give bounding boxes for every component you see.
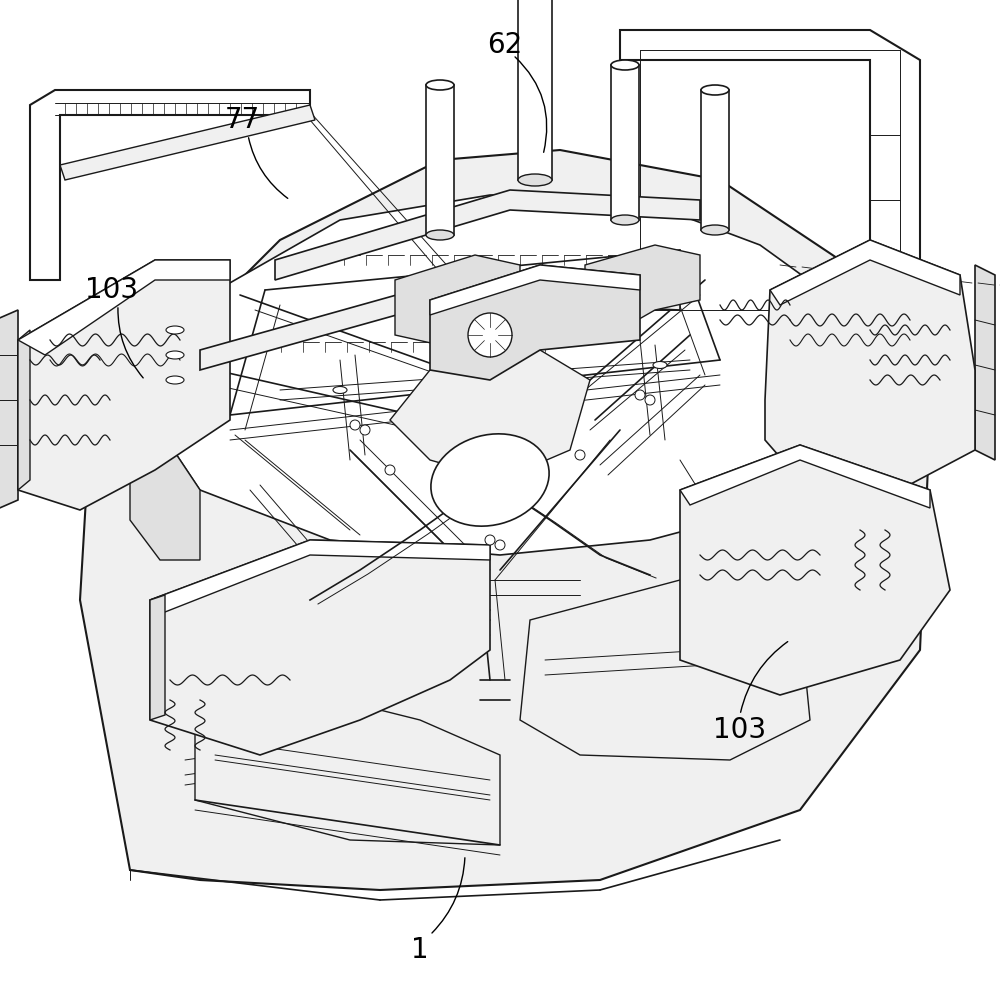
Polygon shape — [195, 640, 500, 845]
Ellipse shape — [333, 387, 347, 393]
Polygon shape — [611, 65, 639, 220]
Polygon shape — [150, 595, 165, 720]
Circle shape — [495, 540, 505, 550]
Text: 62: 62 — [487, 31, 523, 59]
Polygon shape — [200, 280, 680, 370]
Ellipse shape — [166, 351, 184, 359]
Ellipse shape — [431, 434, 549, 526]
Ellipse shape — [701, 85, 729, 95]
Ellipse shape — [426, 80, 454, 90]
Polygon shape — [520, 580, 810, 760]
Polygon shape — [620, 30, 920, 330]
Circle shape — [635, 390, 645, 400]
Polygon shape — [150, 540, 490, 612]
Ellipse shape — [166, 326, 184, 334]
Circle shape — [645, 395, 655, 405]
Polygon shape — [60, 105, 315, 180]
Polygon shape — [130, 400, 200, 560]
Polygon shape — [18, 330, 30, 490]
Polygon shape — [275, 190, 700, 280]
Circle shape — [485, 535, 495, 545]
Polygon shape — [770, 240, 960, 305]
Polygon shape — [18, 260, 230, 355]
Polygon shape — [395, 255, 520, 345]
Circle shape — [385, 465, 395, 475]
Polygon shape — [585, 245, 700, 330]
Polygon shape — [430, 265, 640, 380]
Polygon shape — [140, 195, 870, 555]
Circle shape — [360, 425, 370, 435]
Ellipse shape — [611, 215, 639, 225]
Polygon shape — [30, 90, 310, 280]
Polygon shape — [518, 0, 552, 180]
Polygon shape — [765, 240, 975, 495]
Text: 1: 1 — [411, 936, 429, 964]
Polygon shape — [426, 85, 454, 235]
Polygon shape — [80, 150, 930, 890]
Ellipse shape — [166, 376, 184, 384]
Polygon shape — [430, 265, 640, 315]
Ellipse shape — [653, 362, 667, 369]
Ellipse shape — [611, 60, 639, 70]
Polygon shape — [680, 445, 950, 695]
Text: 77: 77 — [224, 106, 260, 134]
Ellipse shape — [426, 230, 454, 240]
Polygon shape — [18, 260, 230, 510]
Circle shape — [350, 420, 360, 430]
Ellipse shape — [518, 174, 552, 186]
Polygon shape — [390, 350, 590, 480]
Circle shape — [468, 313, 512, 357]
Polygon shape — [0, 310, 18, 510]
Polygon shape — [701, 90, 729, 230]
Polygon shape — [150, 540, 490, 755]
Polygon shape — [975, 265, 995, 460]
Polygon shape — [680, 445, 930, 508]
Text: 103: 103 — [713, 716, 767, 744]
Ellipse shape — [701, 225, 729, 235]
Circle shape — [575, 450, 585, 460]
Text: 103: 103 — [85, 276, 139, 304]
